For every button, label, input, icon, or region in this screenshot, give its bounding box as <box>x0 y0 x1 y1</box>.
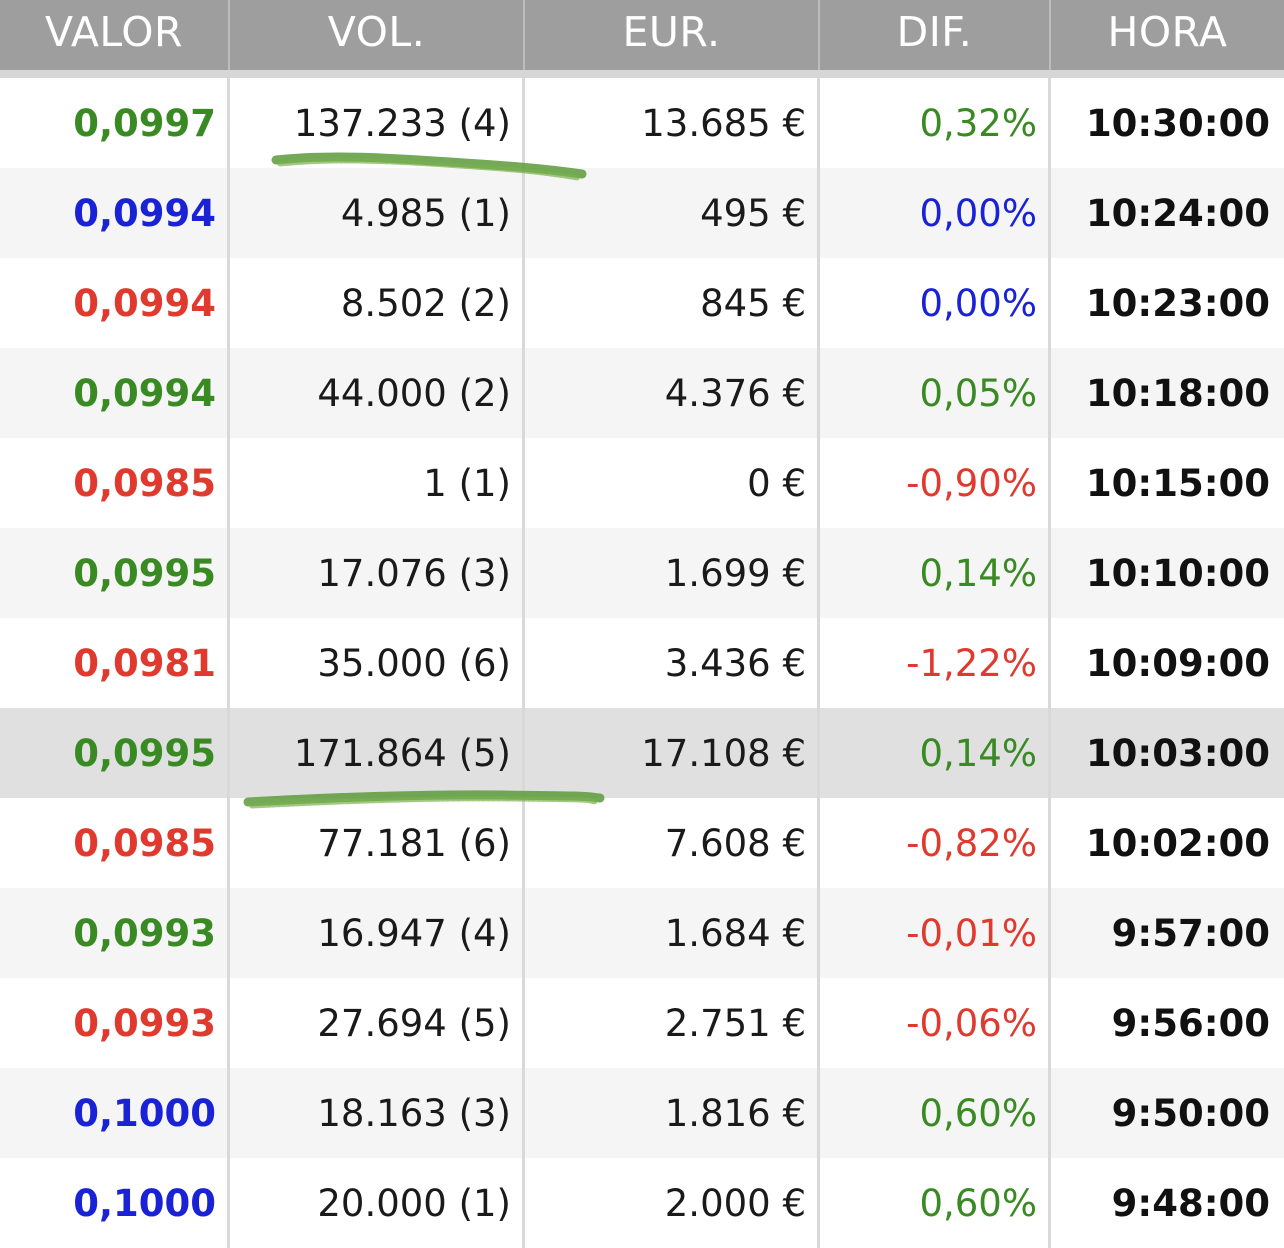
table-row[interactable]: 0,0995 17.076 (3) 1.699 €0,14% 10:10:00 <box>0 528 1284 618</box>
cell-hora: 10:09:00 <box>1085 641 1270 685</box>
header-hora[interactable]: HORA <box>1107 8 1228 56</box>
cell-vol: 77.181 (6) <box>230 798 525 888</box>
header-dif[interactable]: DIF. <box>820 0 1051 70</box>
cell-vol: 4.985 (1) <box>230 168 525 258</box>
cell-hora: 9:56:00 <box>1111 1001 1270 1045</box>
cell-eur: 845 € <box>525 258 820 348</box>
cell-hora: 10:03:00 <box>1085 731 1270 775</box>
cell-valor: 0,0993 <box>0 888 230 978</box>
cell-valor: 0,0981 <box>0 618 230 708</box>
cell-eur: 2.751 € <box>525 978 820 1068</box>
table-row[interactable]: 0,0985 77.181 (6) 7.608 € -0,82% 10:02:00 <box>0 798 1284 888</box>
cell-hora: 10:15:00 <box>1085 461 1270 505</box>
cell-hora: 10:24:00 <box>1085 191 1270 235</box>
header-valor[interactable]: VALOR <box>0 0 230 70</box>
cell-vol: 35.000 (6) <box>230 618 525 708</box>
header-eur[interactable]: EUR. <box>525 0 820 70</box>
table-row[interactable]: 0,0997 137.233 (4) 13.685 €0,32% 10:30:00 <box>0 78 1284 168</box>
cell-hora: 9:57:00 <box>1111 911 1270 955</box>
cell-dif: 0,60% <box>820 1158 1051 1248</box>
cell-valor: 0,0994 <box>0 348 230 438</box>
cell-dif: 0,32% <box>820 78 1051 168</box>
cell-eur: 13.685 € <box>525 78 820 168</box>
cell-vol: 137.233 (4) <box>230 78 525 168</box>
cell-vol: 20.000 (1) <box>230 1158 525 1248</box>
cell-eur: 495 € <box>525 168 820 258</box>
table-row[interactable]: 0,1000 20.000 (1) 2.000 €0,60% 9:48:00 <box>0 1158 1284 1248</box>
cell-valor: 0,0995 <box>0 528 230 618</box>
table-row[interactable]: 0,0993 27.694 (5) 2.751 € -0,06% 9:56:00 <box>0 978 1284 1068</box>
cell-vol: 44.000 (2) <box>230 348 525 438</box>
table-row[interactable]: 0,0994 8.502 (2) 845 €0,00% 10:23:00 <box>0 258 1284 348</box>
cell-hora: 9:48:00 <box>1111 1181 1270 1225</box>
cell-hora: 10:10:00 <box>1085 551 1270 595</box>
table-row[interactable]: 0,0993 16.947 (4) 1.684 € -0,01% 9:57:00 <box>0 888 1284 978</box>
header-vol[interactable]: VOL. <box>230 0 525 70</box>
table-header: VALOR VOL. EUR. DIF. HORA <box>0 0 1284 78</box>
cell-vol: 18.163 (3) <box>230 1068 525 1158</box>
cell-vol: 171.864 (5) <box>230 708 525 798</box>
cell-valor: 0,1000 <box>0 1158 230 1248</box>
cell-hora: 10:02:00 <box>1085 821 1270 865</box>
cell-hora: 10:23:00 <box>1085 281 1270 325</box>
cell-vol: 8.502 (2) <box>230 258 525 348</box>
cell-valor: 0,0985 <box>0 798 230 888</box>
cell-eur: 1.684 € <box>525 888 820 978</box>
cell-dif: -0,06% <box>820 978 1051 1068</box>
cell-eur: 1.699 € <box>525 528 820 618</box>
table-row[interactable]: 0,0994 4.985 (1) 495 €0,00% 10:24:00 <box>0 168 1284 258</box>
cell-dif: 0,00% <box>820 168 1051 258</box>
cell-valor: 0,0993 <box>0 978 230 1068</box>
cell-dif: -1,22% <box>820 618 1051 708</box>
cell-dif: 0,60% <box>820 1068 1051 1158</box>
cell-valor: 0,0997 <box>0 78 230 168</box>
cell-eur: 7.608 € <box>525 798 820 888</box>
cell-vol: 1 (1) <box>230 438 525 528</box>
cell-eur: 4.376 € <box>525 348 820 438</box>
cell-eur: 17.108 € <box>525 708 820 798</box>
cell-dif: -0,82% <box>820 798 1051 888</box>
cell-valor: 0,0995 <box>0 708 230 798</box>
cell-dif: 0,14% <box>820 528 1051 618</box>
table-body: 0,0997 137.233 (4) 13.685 €0,32% 10:30:00 0,… <box>0 78 1284 1248</box>
table-row[interactable]: 0,0985 1 (1) 0 € -0,90% 10:15:00 <box>0 438 1284 528</box>
table-row[interactable]: 0,0995 171.864 (5) 17.108 €0,14% 10:03:00 <box>0 708 1284 798</box>
cell-eur: 1.816 € <box>525 1068 820 1158</box>
cell-hora: 10:30:00 <box>1085 101 1270 145</box>
cell-vol: 16.947 (4) <box>230 888 525 978</box>
table-row[interactable]: 0,0994 44.000 (2) 4.376 €0,05% 10:18:00 <box>0 348 1284 438</box>
cell-hora: 9:50:00 <box>1111 1091 1270 1135</box>
cell-valor: 0,0994 <box>0 168 230 258</box>
table-row[interactable]: 0,0981 35.000 (6) 3.436 € -1,22% 10:09:00 <box>0 618 1284 708</box>
cell-eur: 0 € <box>525 438 820 528</box>
cell-dif: 0,14% <box>820 708 1051 798</box>
cell-valor: 0,1000 <box>0 1068 230 1158</box>
cell-dif: -0,01% <box>820 888 1051 978</box>
cell-dif: 0,00% <box>820 258 1051 348</box>
cell-dif: -0,90% <box>820 438 1051 528</box>
cell-vol: 17.076 (3) <box>230 528 525 618</box>
table-row[interactable]: 0,1000 18.163 (3) 1.816 €0,60% 9:50:00 <box>0 1068 1284 1158</box>
cell-valor: 0,0985 <box>0 438 230 528</box>
cell-dif: 0,05% <box>820 348 1051 438</box>
cell-eur: 3.436 € <box>525 618 820 708</box>
cell-hora: 10:18:00 <box>1085 371 1270 415</box>
cell-valor: 0,0994 <box>0 258 230 348</box>
cell-eur: 2.000 € <box>525 1158 820 1248</box>
cell-vol: 27.694 (5) <box>230 978 525 1068</box>
